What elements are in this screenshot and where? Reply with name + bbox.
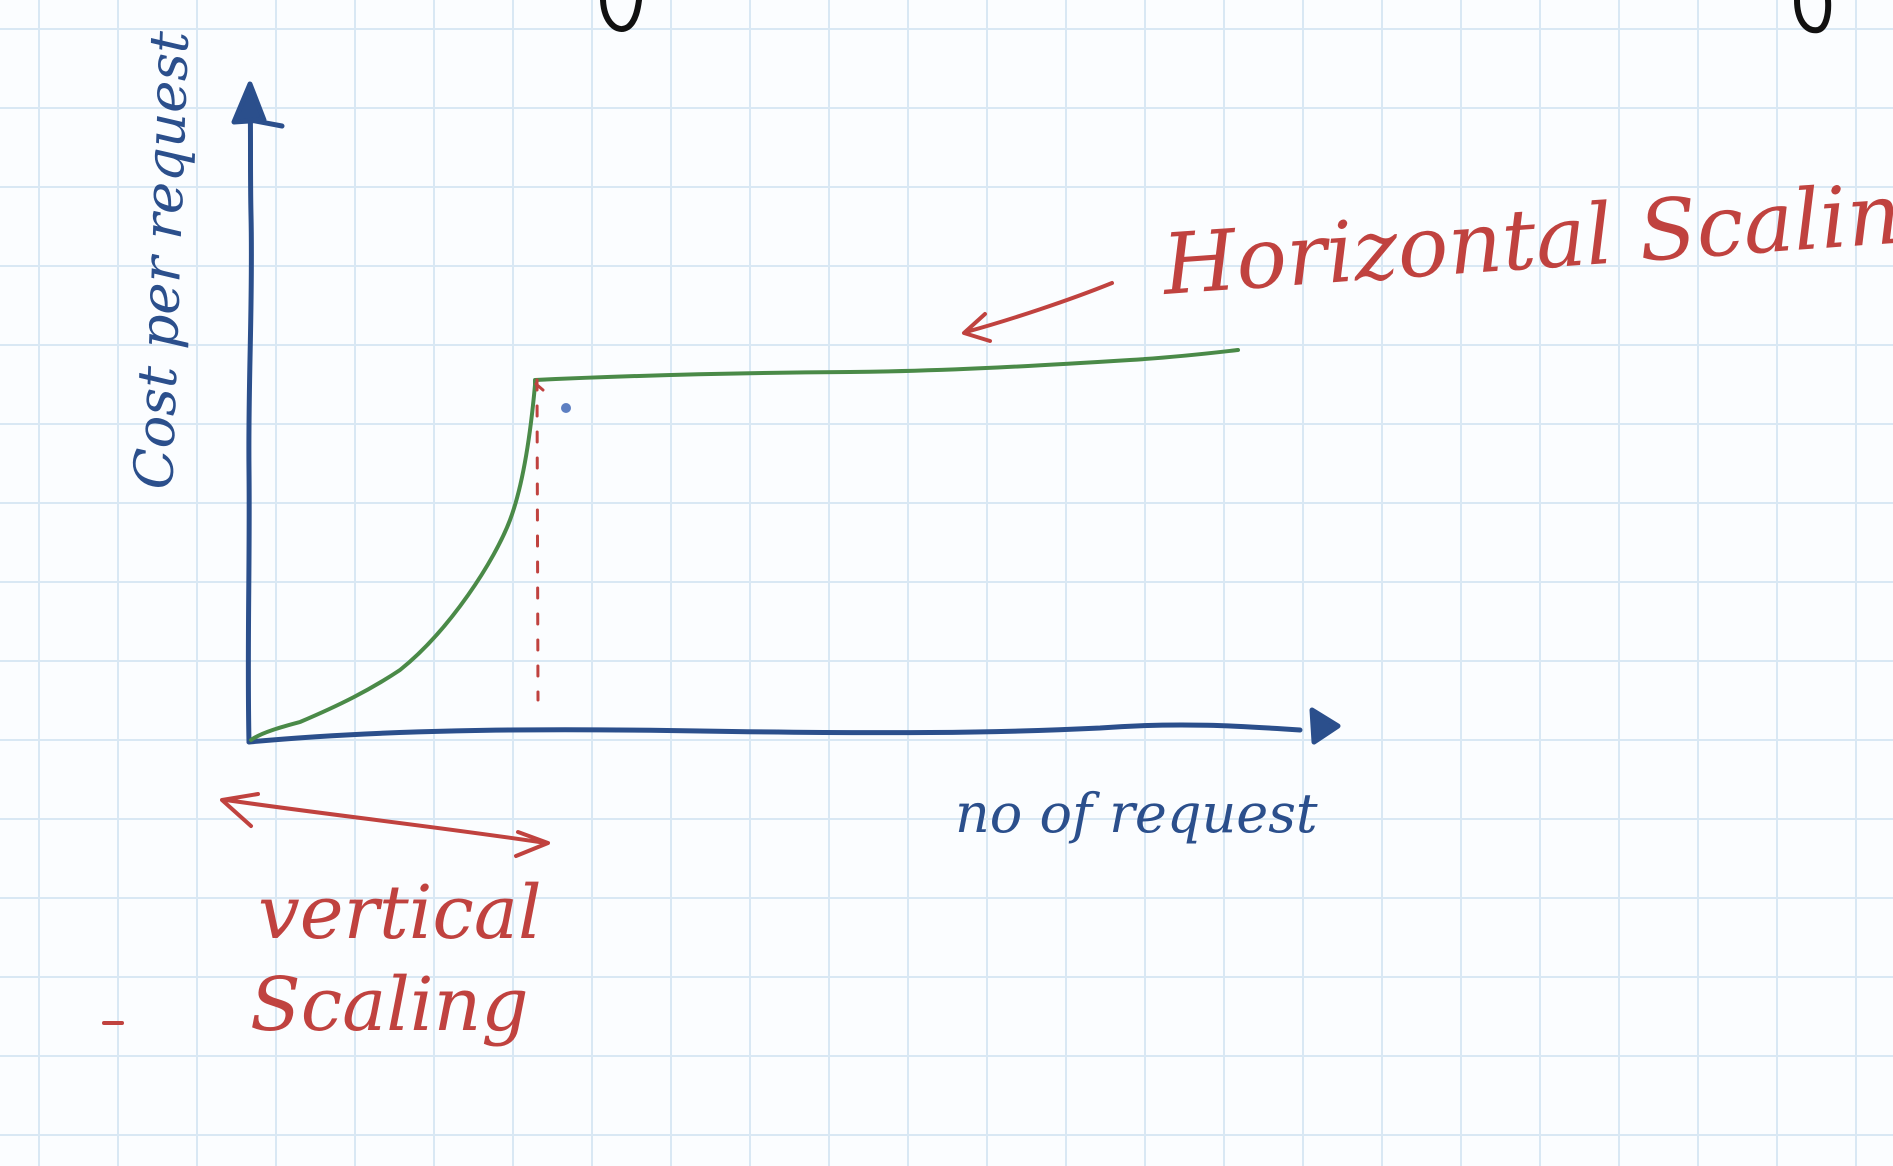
x-axis <box>246 722 1303 745</box>
transition-tick <box>534 382 545 392</box>
cost-curve <box>249 348 1240 742</box>
vertical-range-arrowhead-right <box>514 830 550 858</box>
x-axis-arrowhead <box>1309 707 1341 745</box>
top-letter-fragment-right <box>1794 0 1832 34</box>
y-axis <box>245 92 254 745</box>
transition-dashed-line <box>535 378 540 702</box>
pen-dot <box>561 403 571 413</box>
vertical-scaling-label-line2: Scaling <box>250 962 529 1048</box>
vertical-range-arrowhead-left <box>220 792 260 828</box>
y-axis-label: Cost per request <box>122 30 201 491</box>
vertical-range-arrow <box>224 798 548 845</box>
x-axis-label: no of request <box>955 782 1318 845</box>
y-axis-arrowhead <box>231 81 285 129</box>
top-letter-fragment-left <box>600 0 642 32</box>
horizontal-pointer-arrow <box>962 281 1114 343</box>
vertical-scaling-label-line1: vertical <box>258 870 542 956</box>
horizontal-scaling-label: Horizontal Scaling <box>1158 161 1893 314</box>
